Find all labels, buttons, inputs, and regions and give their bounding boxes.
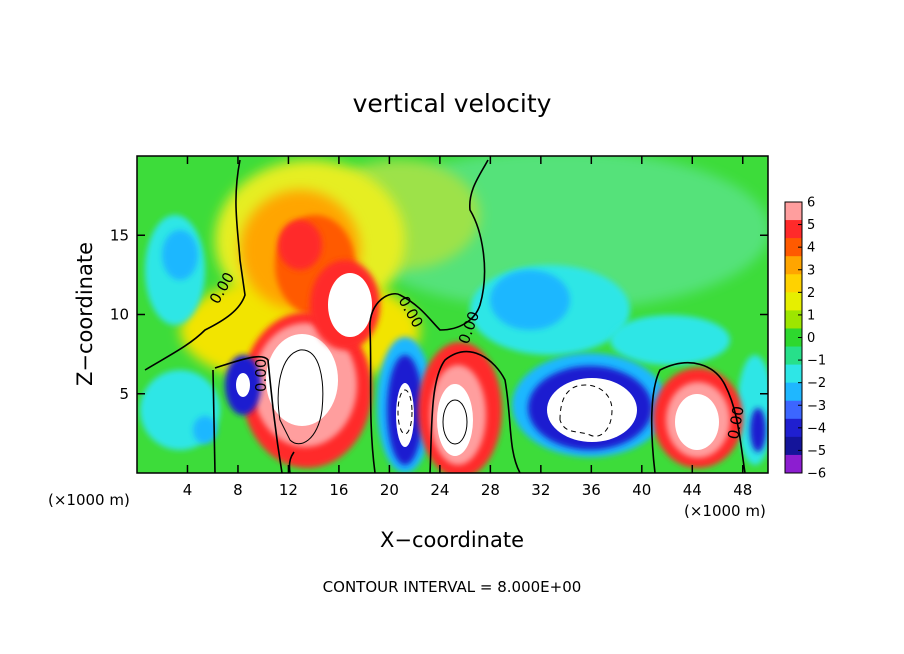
zero-contour <box>288 451 295 473</box>
colorbar-label: 1 <box>807 308 815 323</box>
x-tick-label: 36 <box>582 481 601 499</box>
colorbar-swatch <box>785 310 802 329</box>
zero-contour-label: 0.00 <box>724 405 748 441</box>
colorbar-label: 2 <box>807 286 815 301</box>
x-tick-label: 32 <box>531 481 550 499</box>
updraft-core <box>266 334 338 426</box>
field-patch <box>610 315 730 365</box>
x-tick-label: 44 <box>683 481 702 499</box>
field-patch <box>193 416 217 444</box>
x-axis-label: X−coordinate <box>380 528 524 552</box>
x-tick-label: 48 <box>733 481 752 499</box>
x-tick-label: 28 <box>481 481 500 499</box>
x-tick-label: 40 <box>632 481 651 499</box>
downdraft-core <box>547 378 637 442</box>
downdraft-core <box>396 383 414 447</box>
updraft-core <box>328 273 372 337</box>
downdraft-core <box>236 373 250 397</box>
colorbar-swatch <box>785 220 802 239</box>
colorbar-swatch <box>785 400 802 420</box>
velocity-field <box>140 156 768 473</box>
updraft-core <box>437 384 473 456</box>
zero-contour-label: 0.00 <box>252 359 270 392</box>
field-patch <box>278 220 322 270</box>
zero-contour <box>429 350 521 473</box>
negative-contour <box>559 384 613 437</box>
zero-contour <box>144 159 246 371</box>
x-tick-label: 24 <box>430 481 449 499</box>
zero-contour <box>369 159 489 473</box>
dashed-contours <box>397 384 613 437</box>
x-unit-left: (×1000 m) <box>48 491 130 509</box>
colorbar-swatch <box>785 238 802 257</box>
plot-area: 0.00 0.00 0.00 0.00 0.00 4 8 12 16 20 24 28 32 3… <box>110 155 769 499</box>
colorbar-label: −3 <box>807 399 826 414</box>
y-tick-label: 15 <box>110 226 129 244</box>
positive-contour <box>442 399 468 445</box>
negative-contour <box>397 389 413 435</box>
x-tick-label: 4 <box>183 481 193 499</box>
colorbar-label: 6 <box>807 196 815 211</box>
field-patch <box>490 270 570 330</box>
colorbar-label: −1 <box>807 354 826 369</box>
zero-contour <box>214 355 283 473</box>
colorbar-swatch <box>785 382 802 402</box>
positive-contour <box>277 349 324 445</box>
colorbar-label: −6 <box>807 467 826 482</box>
zero-contour <box>650 362 746 473</box>
y-tick-label: 10 <box>110 306 129 324</box>
colorbar-swatch <box>785 292 802 311</box>
footer-contour-interval: CONTOUR INTERVAL = 8.000E+00 <box>323 578 582 596</box>
colorbar-swatch <box>785 346 802 366</box>
solid-inner-contours <box>277 349 468 445</box>
colorbar-swatch <box>785 454 802 474</box>
colorbar-label: −2 <box>807 376 826 391</box>
colorbar-label: −4 <box>807 421 826 436</box>
colorbar-swatch <box>785 418 802 438</box>
chart-title: vertical velocity <box>353 89 552 118</box>
x-tick-label: 8 <box>233 481 243 499</box>
colorbar: 6 5 4 3 2 1 0 −1 −2 −3 −4 −5 −6 <box>784 196 826 482</box>
x-tick-label: 16 <box>329 481 348 499</box>
colorbar-swatch <box>785 202 802 221</box>
colorbar-label: 3 <box>807 263 815 278</box>
zero-contours <box>144 159 746 473</box>
x-tick-label: 12 <box>279 481 298 499</box>
x-axis: 4 8 12 16 20 24 28 32 36 40 44 48 <box>183 156 752 499</box>
y-tick-label: 5 <box>119 385 129 403</box>
updraft-core <box>675 394 719 450</box>
colorbar-swatch <box>785 274 802 293</box>
field-patch <box>162 230 198 280</box>
colorbar-swatch <box>785 328 802 348</box>
zero-contour <box>212 369 216 473</box>
colorbar-label: 5 <box>807 218 815 233</box>
colorbar-swatch <box>785 256 802 275</box>
colorbar-swatch <box>785 364 802 384</box>
colorbar-label: −5 <box>807 444 826 459</box>
field-patch <box>750 408 766 452</box>
y-axis-label: Z−coordinate <box>73 242 97 386</box>
colorbar-label: 4 <box>807 241 815 256</box>
colorbar-swatch <box>785 436 802 456</box>
x-unit-right: (×1000 m) <box>684 502 766 520</box>
x-tick-label: 20 <box>380 481 399 499</box>
y-axis: 5 10 15 <box>110 226 768 403</box>
colorbar-label: 0 <box>807 331 815 346</box>
